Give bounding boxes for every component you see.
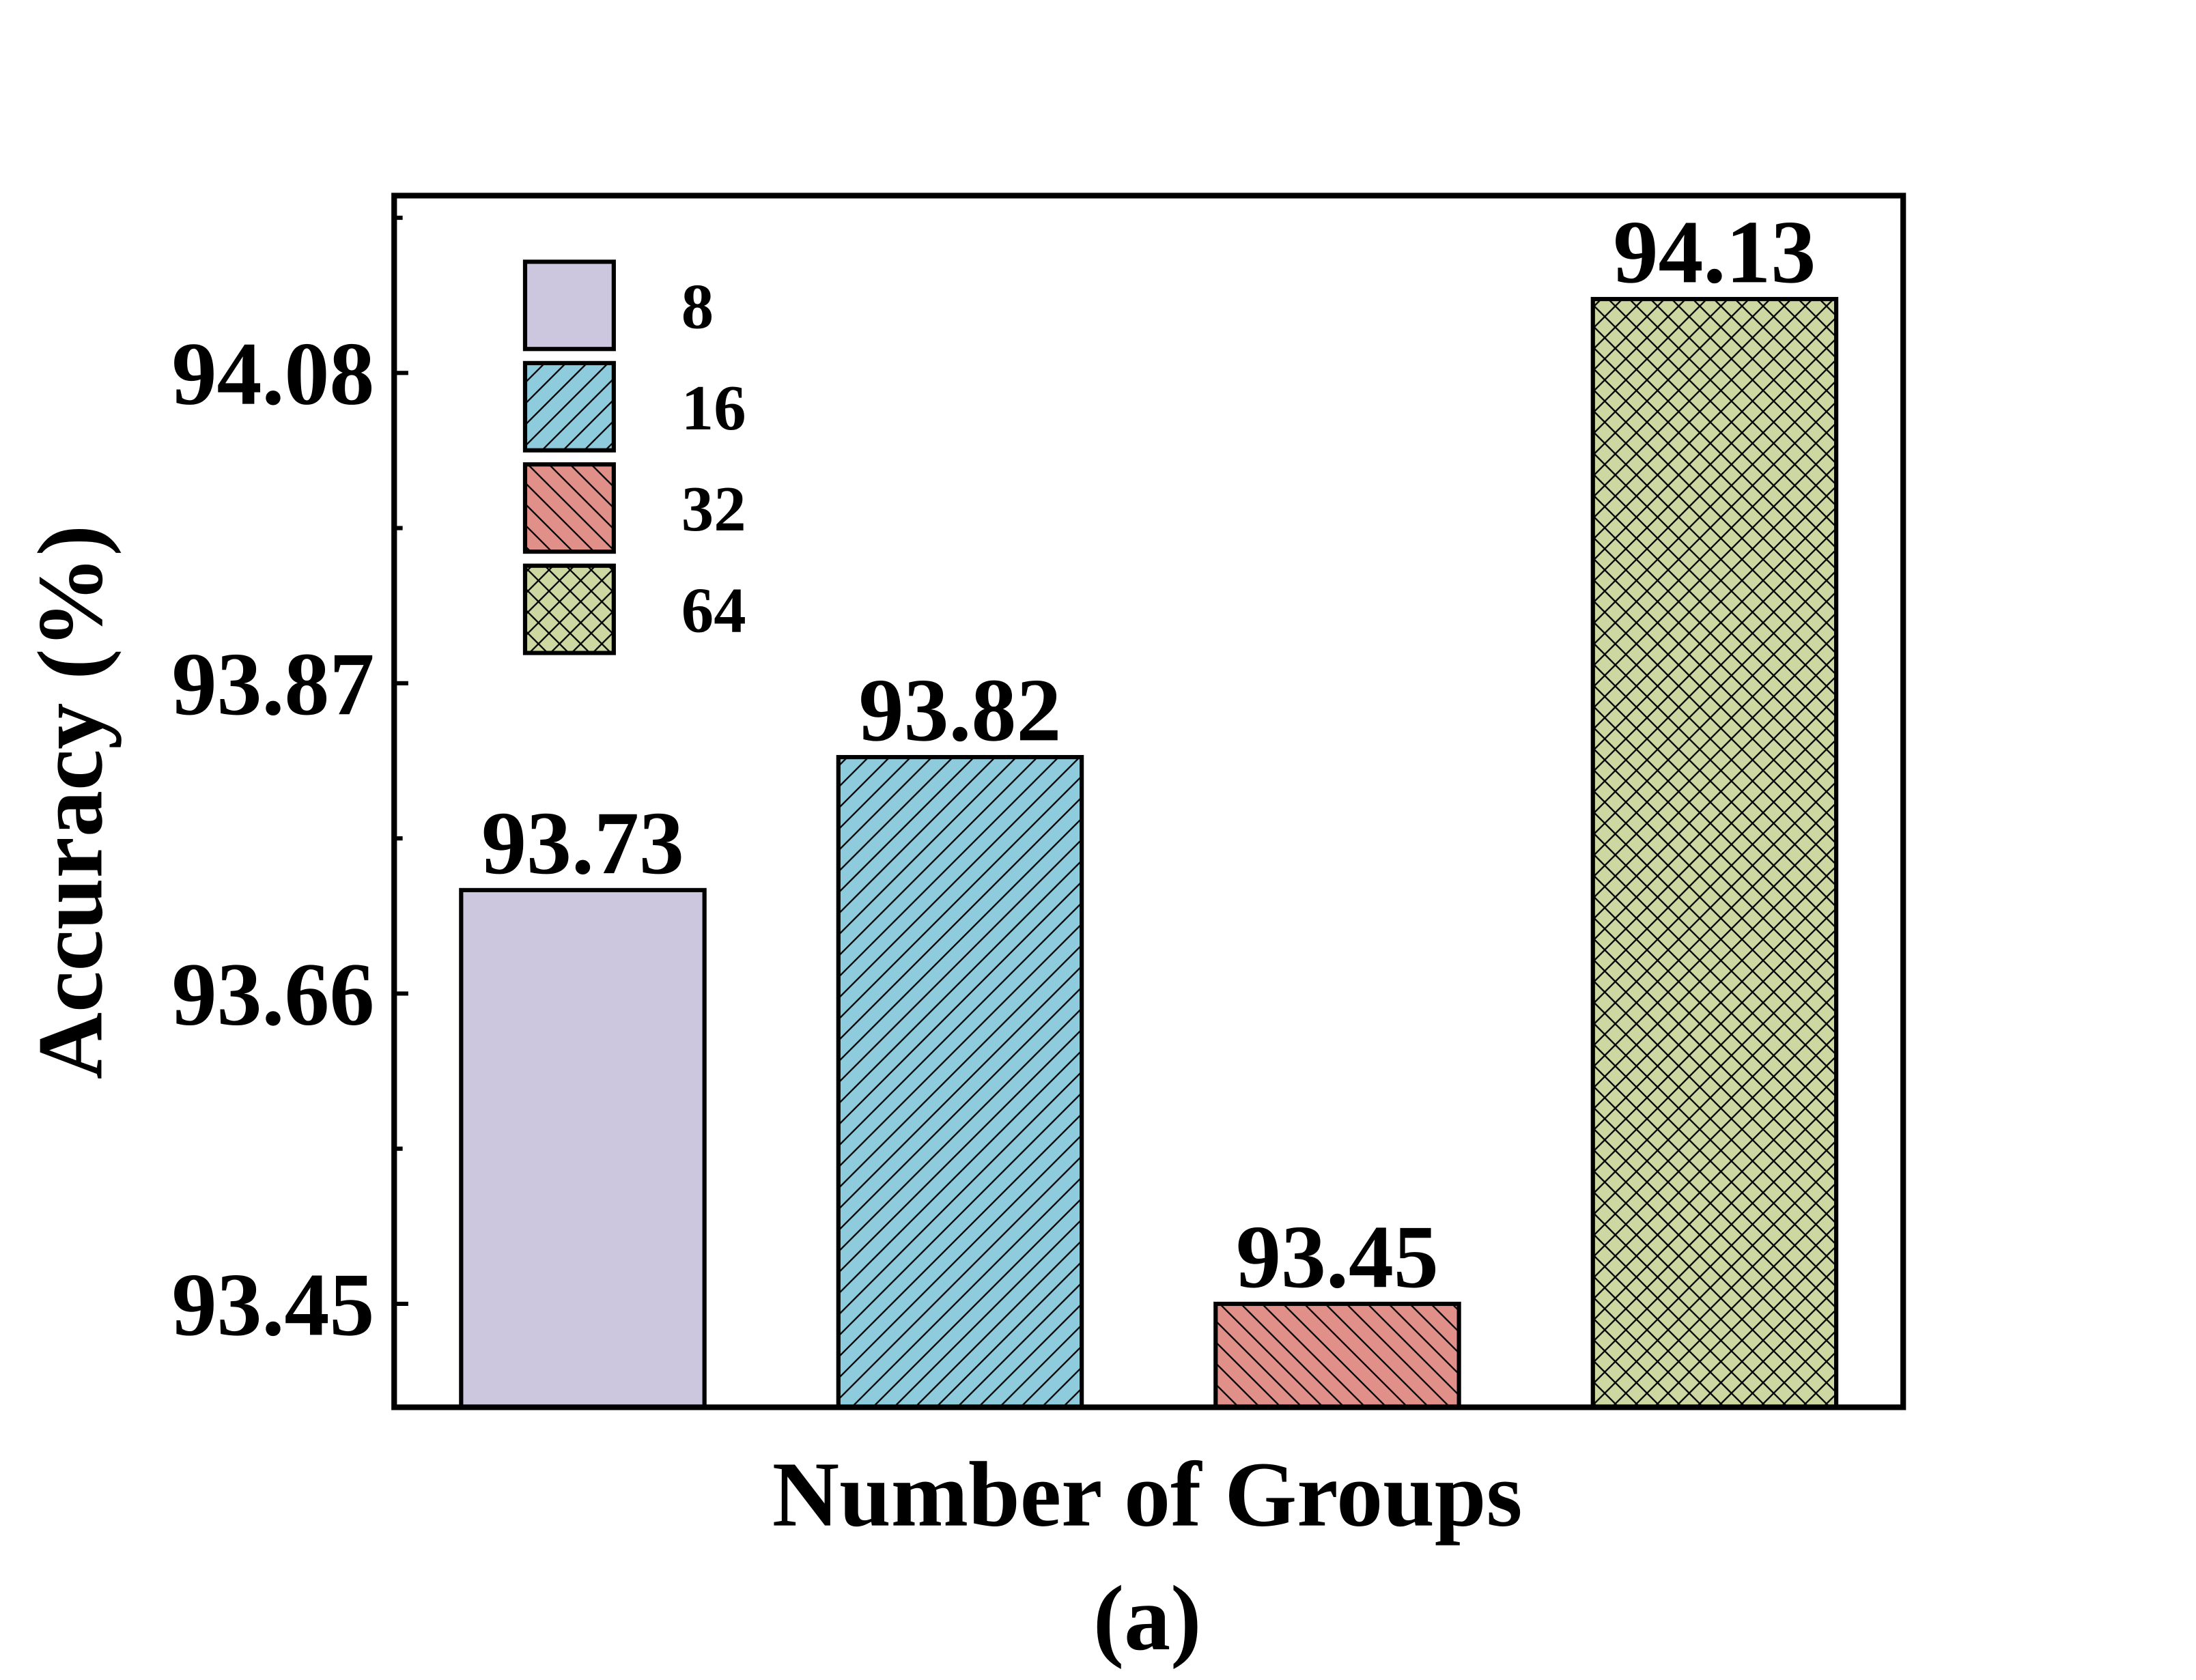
bar — [836, 754, 1084, 1410]
y-tick-label: 94.08 — [172, 324, 375, 424]
plot-frame — [391, 193, 1906, 1410]
value-label: 93.82 — [859, 659, 1062, 760]
legend-label: 8 — [681, 270, 714, 342]
value-label: 93.45 — [1236, 1206, 1439, 1307]
legend-swatch — [522, 360, 616, 453]
bar — [459, 887, 707, 1410]
value-label: 93.73 — [481, 793, 684, 893]
legend-label: 16 — [681, 372, 746, 444]
y-tick-label: 93.87 — [172, 633, 375, 734]
bar — [1590, 296, 1839, 1410]
y-tick-label: 93.66 — [172, 944, 375, 1044]
caption: (a) — [1093, 1567, 1202, 1670]
legend-label: 32 — [681, 473, 746, 545]
legend-swatch — [522, 259, 616, 352]
y-axis-label: Accuracy (%) — [19, 525, 122, 1079]
legend-label: 64 — [681, 575, 746, 646]
value-label: 94.13 — [1614, 201, 1816, 302]
legend-swatch — [522, 563, 616, 655]
bar — [1213, 1301, 1461, 1410]
y-tick-label: 93.45 — [172, 1254, 375, 1354]
legend-swatch — [522, 462, 616, 554]
x-axis-label: Number of Groups — [772, 1444, 1523, 1546]
